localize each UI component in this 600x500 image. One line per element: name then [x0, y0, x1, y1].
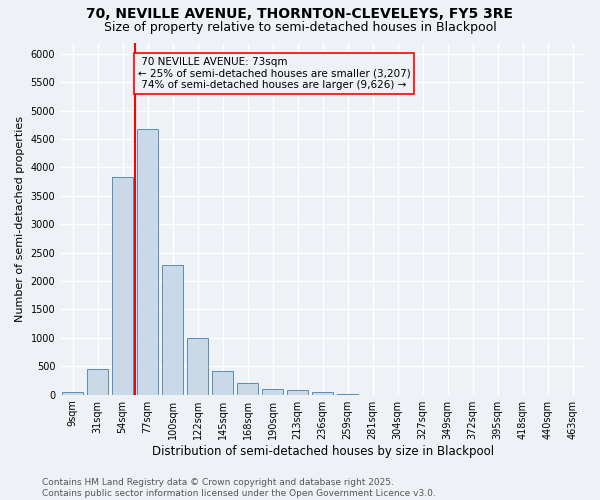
- Text: 70, NEVILLE AVENUE, THORNTON-CLEVELEYS, FY5 3RE: 70, NEVILLE AVENUE, THORNTON-CLEVELEYS, …: [86, 8, 514, 22]
- Text: Contains HM Land Registry data © Crown copyright and database right 2025.
Contai: Contains HM Land Registry data © Crown c…: [42, 478, 436, 498]
- Text: Size of property relative to semi-detached houses in Blackpool: Size of property relative to semi-detach…: [104, 21, 496, 34]
- Y-axis label: Number of semi-detached properties: Number of semi-detached properties: [15, 116, 25, 322]
- Bar: [237, 383, 258, 394]
- Bar: [87, 369, 108, 394]
- Bar: [162, 264, 183, 394]
- Bar: [287, 390, 308, 394]
- Bar: [137, 129, 158, 394]
- Bar: [262, 389, 283, 394]
- Bar: [62, 392, 83, 394]
- Bar: [212, 372, 233, 394]
- X-axis label: Distribution of semi-detached houses by size in Blackpool: Distribution of semi-detached houses by …: [152, 444, 494, 458]
- Bar: [187, 338, 208, 394]
- Bar: [112, 177, 133, 394]
- Bar: [312, 392, 333, 394]
- Text: 70 NEVILLE AVENUE: 73sqm
← 25% of semi-detached houses are smaller (3,207)
 74% : 70 NEVILLE AVENUE: 73sqm ← 25% of semi-d…: [137, 56, 410, 90]
